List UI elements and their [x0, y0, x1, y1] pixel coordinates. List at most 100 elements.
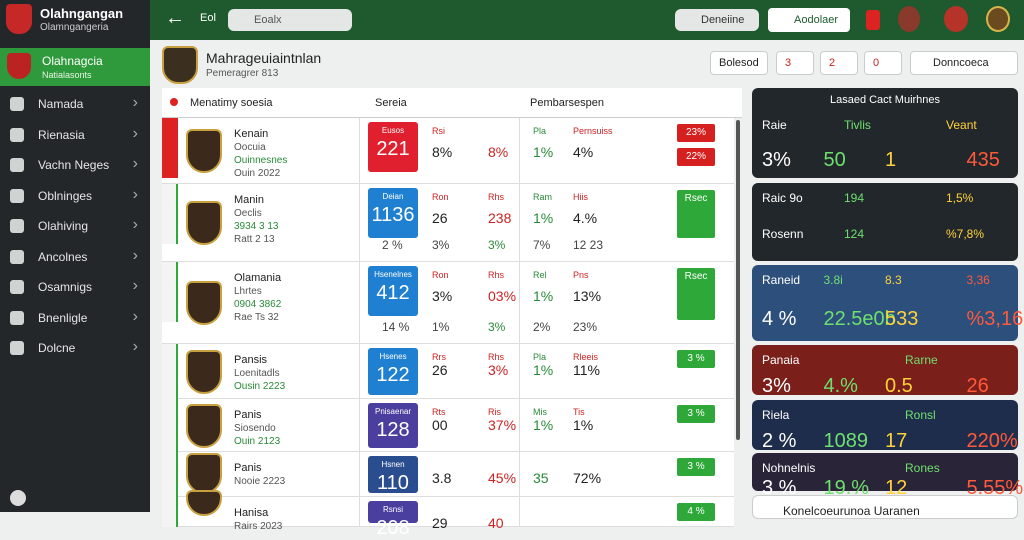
nav-item[interactable]: Rienasia [0, 120, 150, 150]
cell-label: Hiis [573, 192, 588, 202]
cell-value: 3% [432, 288, 452, 304]
club-name: Olamania [234, 272, 281, 284]
card-value: 1089 [824, 430, 869, 453]
app-logo [6, 4, 32, 34]
page-subtitle: Pemeragrer 813 [206, 68, 278, 79]
action-button[interactable]: Aodolaer [768, 8, 850, 32]
section-divider [359, 497, 360, 527]
nav-item[interactable]: Olahiving [0, 211, 150, 241]
filter-dropdown[interactable]: 3 [776, 51, 814, 75]
cell-value: 13% [573, 288, 601, 304]
filter-dropdown[interactable]: 2 [820, 51, 858, 75]
club-meta: Siosendo [234, 423, 276, 434]
nav-item[interactable]: Vachn Neges [0, 150, 150, 180]
cell-value-2: 23% [573, 320, 597, 334]
app: ← Eol Eoalx Deneiine Aodolaer Olahnganga… [0, 0, 1024, 512]
search-box-2[interactable]: Deneiine [675, 9, 759, 31]
cell-value: 29 [432, 515, 448, 531]
score: 221 [368, 138, 418, 161]
club-meta: Rae Ts 32 [234, 312, 279, 323]
cell-label: Pernsuiss [573, 126, 613, 136]
club-meta: Rairs 2023 [234, 521, 282, 532]
card-value: Rones [905, 461, 940, 475]
cell-value: 1% [533, 362, 553, 378]
cell-value: 1% [533, 210, 553, 226]
filter-dropdown[interactable]: 0 [864, 51, 902, 75]
nav-item[interactable]: Dolcne [0, 333, 150, 363]
club-crest [162, 46, 198, 84]
cell-label: Ron [432, 270, 449, 280]
badge: 23% [677, 124, 715, 142]
filter-dropdown[interactable]: Bolesod [710, 51, 768, 75]
card-value: Tivlis [844, 118, 871, 132]
score: 128 [368, 419, 418, 442]
club-meta: Oocuia [234, 142, 266, 153]
badge: Rsec [677, 190, 715, 238]
cell-label: Rrs [432, 352, 446, 362]
card-value: 3.8i [824, 273, 843, 287]
cell-value: 1% [533, 417, 553, 433]
section-divider [519, 344, 520, 399]
profile-avatar[interactable] [986, 6, 1010, 32]
nav-item[interactable]: Osamnigs [0, 272, 150, 302]
club-crest [186, 281, 222, 325]
nav-item[interactable]: Bnenligle [0, 303, 150, 333]
card-value: Riela [762, 408, 789, 422]
card-value: 50 [824, 149, 846, 172]
score-label: Hsenes [368, 352, 418, 361]
settings-icon[interactable] [10, 490, 26, 506]
score-label: Deian [368, 192, 418, 201]
section-divider [519, 497, 520, 527]
score-label: Hsnen [368, 460, 418, 469]
section-divider [359, 344, 360, 399]
club-icon[interactable] [898, 6, 920, 32]
cell-value-2: 2 % [382, 238, 403, 252]
cell-value: 3.8 [432, 470, 451, 486]
nav-item[interactable]: Oblninges [0, 181, 150, 211]
club-crest [186, 129, 222, 173]
search-box[interactable]: Eoalx [228, 9, 352, 31]
card-value: 26 [967, 375, 989, 398]
nav-item[interactable]: Namada [0, 89, 150, 119]
scrollbar[interactable] [736, 120, 740, 440]
cell-value: 1% [533, 288, 553, 304]
back-label[interactable]: Eol [200, 12, 216, 24]
alert-icon[interactable] [866, 10, 880, 30]
club-icon[interactable] [944, 6, 968, 32]
filter-dropdown[interactable]: Donncoeca [910, 51, 1018, 75]
nav-item[interactable]: Ancolnes [0, 242, 150, 272]
cell-label: Ram [533, 192, 552, 202]
club-meta: Nooie 2223 [234, 476, 285, 487]
cell-label: Rel [533, 270, 547, 280]
stat-card[interactable]: Konelcoeurunoa Uaranen [752, 495, 1018, 519]
cell-label: Rts [432, 407, 446, 417]
club-crest [186, 453, 222, 494]
cell-label: Pla [533, 352, 546, 362]
top-bar: ← Eol Eoalx Deneiine Aodolaer [0, 0, 1024, 40]
card-value: 194 [844, 191, 864, 205]
score-label: Hsenelnes [368, 270, 418, 279]
back-arrow[interactable]: ← [165, 7, 185, 30]
cell-value: 8% [432, 144, 452, 160]
card-value: 4 % [762, 308, 796, 331]
club-meta: 0904 3862 [234, 299, 281, 310]
cell-label: Pns [573, 270, 589, 280]
badge-text: 3 % [677, 461, 715, 472]
section-divider [519, 399, 520, 452]
active-item[interactable]: Olahnagcia Natialasonts [0, 48, 150, 86]
